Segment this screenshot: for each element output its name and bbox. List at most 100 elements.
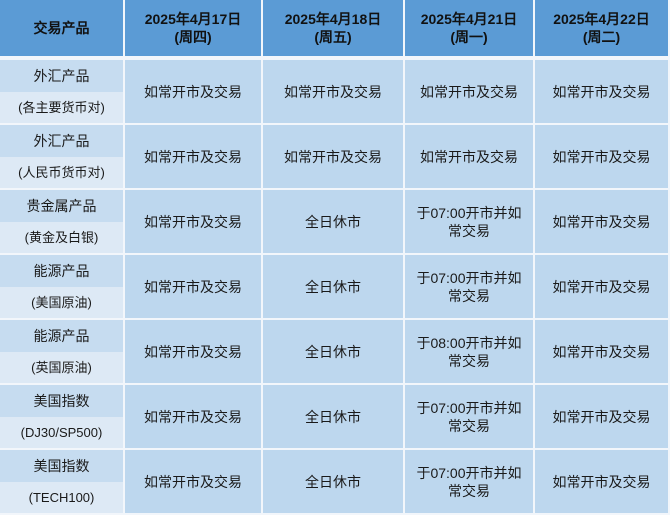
schedule-cell: 全日休市 — [263, 255, 405, 320]
schedule-text: 于07:00开市并如常交易 — [416, 269, 522, 304]
schedule-cell: 如常开市及交易 — [125, 190, 263, 255]
product-subtype: (DJ30/SP500) — [0, 417, 123, 448]
table-row: 外汇产品 (各主要货币对) 如常开市及交易 如常开市及交易 如常开市及交易 如常开市及交易 — [0, 60, 670, 125]
schedule-cell: 如常开市及交易 — [125, 450, 263, 515]
schedule-cell: 于07:00开市并如常交易 — [405, 190, 535, 255]
product-name: 美国指数 — [0, 450, 123, 482]
schedule-cell: 于07:00开市并如常交易 — [405, 255, 535, 320]
table-row: 能源产品 (美国原油) 如常开市及交易 全日休市 于07:00开市并如常交易 如常开市及交… — [0, 255, 670, 320]
header-date: 2025年4月18日 (周五) — [263, 0, 405, 60]
product-cell: 能源产品 (美国原油) — [0, 255, 125, 320]
product-name: 外汇产品 — [0, 60, 123, 92]
schedule-cell: 如常开市及交易 — [125, 125, 263, 190]
product-subtype: (美国原油) — [0, 287, 123, 318]
product-name: 能源产品 — [0, 320, 123, 352]
schedule-text: 如常开市及交易 — [144, 83, 242, 100]
schedule-text: 如常开市及交易 — [144, 213, 242, 230]
product-name: 外汇产品 — [0, 125, 123, 157]
header-date: 2025年4月22日 (周二) — [535, 0, 670, 60]
schedule-cell: 如常开市及交易 — [535, 125, 670, 190]
table-row: 美国指数 (TECH100) 如常开市及交易 全日休市 于07:00开市并如常交易 如常开… — [0, 450, 670, 515]
schedule-text: 如常开市及交易 — [284, 83, 382, 100]
schedule-cell: 如常开市及交易 — [125, 385, 263, 450]
header-date: 2025年4月21日 (周一) — [405, 0, 535, 60]
product-cell: 贵金属产品 (黄金及白银) — [0, 190, 125, 255]
schedule-cell: 于08:00开市并如常交易 — [405, 320, 535, 385]
schedule-cell: 于07:00开市并如常交易 — [405, 450, 535, 515]
schedule-text: 全日休市 — [305, 213, 361, 230]
header-line1: 2025年4月22日 — [553, 11, 650, 27]
product-cell: 美国指数 (TECH100) — [0, 450, 125, 515]
header-row: 交易产品 2025年4月17日 (周四) 2025年4月18日 (周五) 2025年4月2… — [0, 0, 670, 60]
schedule-text: 全日休市 — [305, 473, 361, 490]
schedule-text: 如常开市及交易 — [144, 408, 242, 425]
header-line1: 交易产品 — [33, 20, 90, 36]
header-date: 2025年4月17日 (周四) — [125, 0, 263, 60]
schedule-text: 如常开市及交易 — [552, 408, 651, 425]
product-subtype: (各主要货币对) — [0, 92, 123, 123]
product-name: 能源产品 — [0, 255, 123, 287]
schedule-cell: 如常开市及交易 — [405, 125, 535, 190]
schedule-cell: 如常开市及交易 — [535, 60, 670, 125]
schedule-cell: 如常开市及交易 — [125, 255, 263, 320]
schedule-cell: 如常开市及交易 — [535, 320, 670, 385]
header-weekday: (周五) — [314, 29, 352, 45]
table-row: 外汇产品 (人民币货币对) 如常开市及交易 如常开市及交易 如常开市及交易 如常开市及交易 — [0, 125, 670, 190]
schedule-text: 于08:00开市并如常交易 — [416, 334, 522, 369]
header-product: 交易产品 — [0, 0, 125, 60]
schedule-cell: 全日休市 — [263, 190, 405, 255]
product-cell: 美国指数 (DJ30/SP500) — [0, 385, 125, 450]
schedule-text: 如常开市及交易 — [144, 473, 242, 490]
schedule-text: 于07:00开市并如常交易 — [416, 464, 522, 499]
header-line1: 2025年4月21日 — [420, 11, 518, 27]
schedule-text: 如常开市及交易 — [420, 83, 518, 100]
table-row: 能源产品 (英国原油) 如常开市及交易 全日休市 于08:00开市并如常交易 如常开市及交… — [0, 320, 670, 385]
schedule-text: 于07:00开市并如常交易 — [416, 399, 522, 434]
schedule-cell: 如常开市及交易 — [263, 125, 405, 190]
schedule-text: 全日休市 — [305, 408, 361, 425]
product-subtype: (英国原油) — [0, 352, 123, 383]
schedule-cell: 如常开市及交易 — [125, 60, 263, 125]
schedule-cell: 全日休市 — [263, 450, 405, 515]
product-subtype: (黄金及白银) — [0, 222, 123, 253]
schedule-cell: 如常开市及交易 — [125, 320, 263, 385]
schedule-text: 如常开市及交易 — [144, 148, 242, 165]
schedule-cell: 于07:00开市并如常交易 — [405, 385, 535, 450]
schedule-cell: 如常开市及交易 — [535, 255, 670, 320]
header-weekday: (周四) — [174, 29, 212, 45]
schedule-cell: 如常开市及交易 — [263, 60, 405, 125]
product-name: 美国指数 — [0, 385, 123, 417]
header-weekday: (周一) — [450, 29, 488, 45]
schedule-text: 全日休市 — [305, 278, 361, 295]
schedule-text: 如常开市及交易 — [420, 148, 518, 165]
product-cell: 外汇产品 (各主要货币对) — [0, 60, 125, 125]
product-name: 贵金属产品 — [0, 190, 123, 222]
schedule-text: 如常开市及交易 — [144, 343, 242, 360]
schedule-text: 全日休市 — [305, 343, 361, 360]
schedule-text: 如常开市及交易 — [552, 148, 651, 165]
header-weekday: (周二) — [582, 29, 621, 45]
schedule-text: 如常开市及交易 — [552, 473, 651, 490]
table-row: 贵金属产品 (黄金及白银) 如常开市及交易 全日休市 于07:00开市并如常交易 如常开市… — [0, 190, 670, 255]
schedule-text: 如常开市及交易 — [552, 213, 651, 230]
schedule-text: 于07:00开市并如常交易 — [416, 204, 522, 239]
schedule-cell: 全日休市 — [263, 320, 405, 385]
product-cell: 能源产品 (英国原油) — [0, 320, 125, 385]
table-row: 美国指数 (DJ30/SP500) 如常开市及交易 全日休市 于07:00开市并如常交易… — [0, 385, 670, 450]
schedule-text: 如常开市及交易 — [284, 148, 382, 165]
schedule-cell: 如常开市及交易 — [535, 385, 670, 450]
product-cell: 外汇产品 (人民币货币对) — [0, 125, 125, 190]
header-line1: 2025年4月17日 — [144, 11, 242, 27]
schedule-text: 如常开市及交易 — [552, 278, 651, 295]
product-subtype: (人民币货币对) — [0, 157, 123, 188]
schedule-text: 如常开市及交易 — [552, 343, 651, 360]
schedule-cell: 全日休市 — [263, 385, 405, 450]
schedule-text: 如常开市及交易 — [144, 278, 242, 295]
header-line1: 2025年4月18日 — [284, 11, 382, 27]
schedule-text: 如常开市及交易 — [552, 83, 651, 100]
product-subtype: (TECH100) — [0, 482, 123, 513]
schedule-cell: 如常开市及交易 — [405, 60, 535, 125]
schedule-cell: 如常开市及交易 — [535, 450, 670, 515]
schedule-cell: 如常开市及交易 — [535, 190, 670, 255]
